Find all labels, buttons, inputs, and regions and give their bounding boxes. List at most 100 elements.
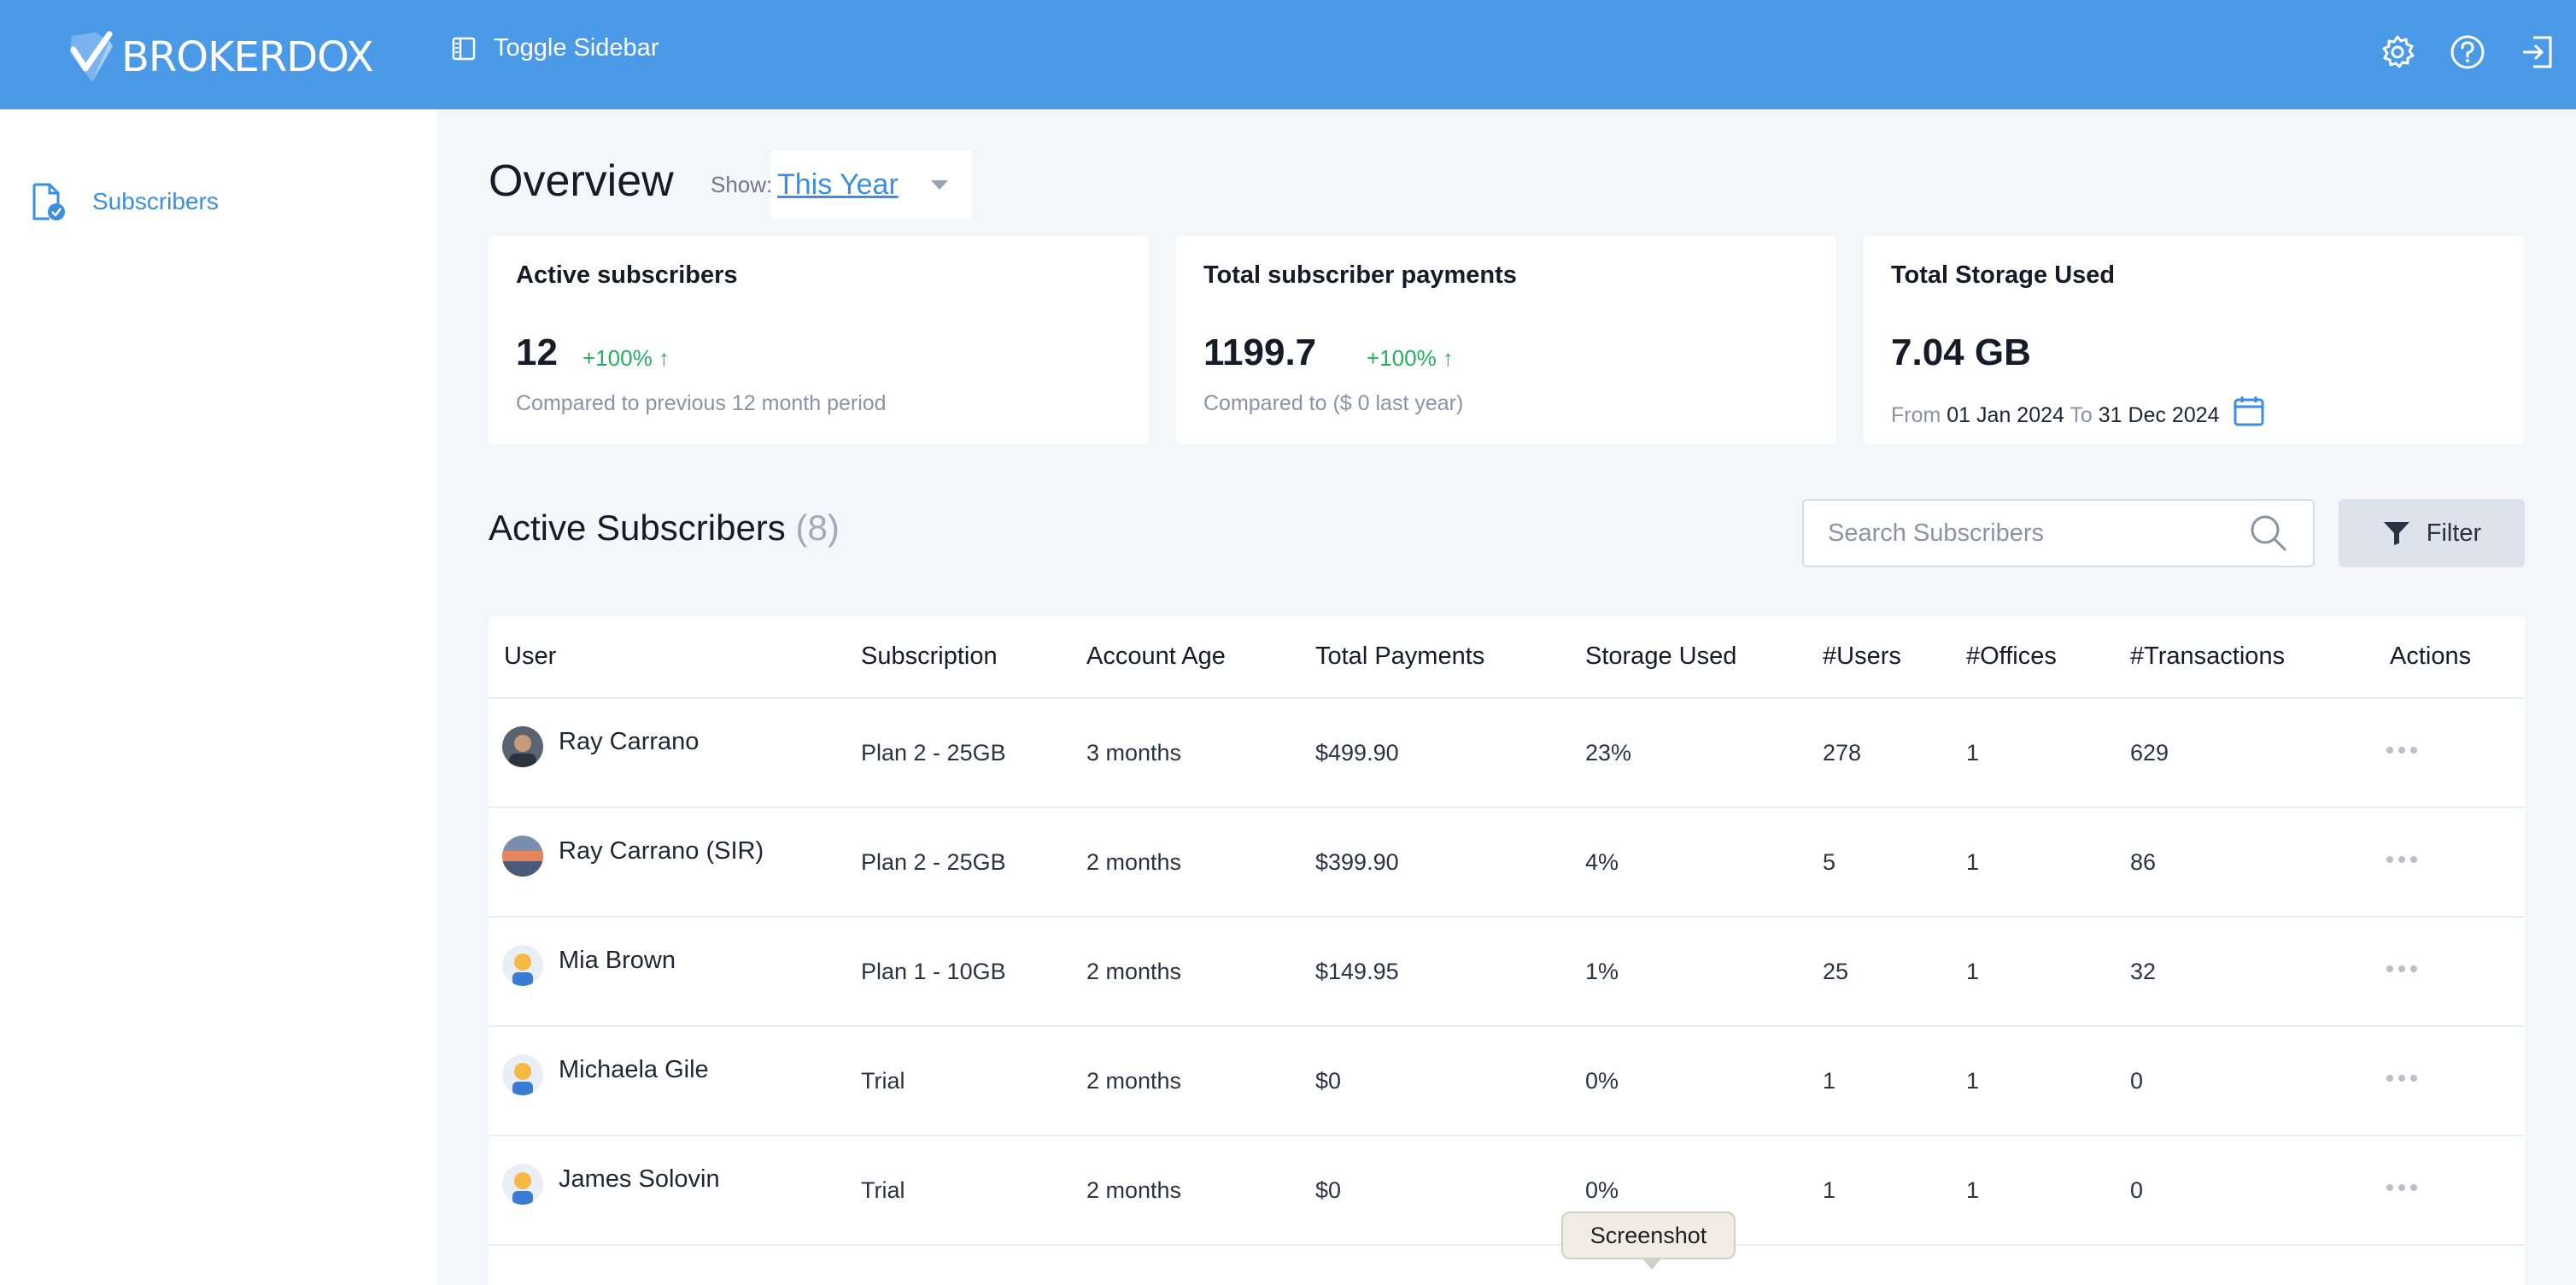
column-header: #Transactions [2130,642,2286,670]
account-age-cell: 3 months [1086,740,1182,766]
card-storage-used: Total Storage Used 7.04 GB From 01 Jan 2… [1864,236,2524,444]
page-title: Overview [489,156,674,206]
delta-badge: +100% ↑ [583,345,670,371]
period-select[interactable]: This Year [770,150,972,219]
toggle-sidebar-label: Toggle Sidebar [494,34,659,62]
table-header-row: User Subscription Account Age Total Paym… [489,617,2525,699]
storage-used-cell: 1% [1585,959,1619,984]
column-header: Storage Used [1585,642,1737,670]
table-row[interactable]: Ray Carrano Plan 2 - 25GB 3 months $499.… [489,699,2525,808]
total-payments-cell: $399.90 [1315,849,1399,875]
card-value: 7.04 GB [1891,332,2031,373]
storage-used-cell: 0% [1585,1177,1619,1203]
show-label: Show: [711,172,773,197]
chevron-down-icon [931,179,948,190]
transactions-cell: 0 [2130,1068,2144,1094]
column-header: #Users [1823,642,1901,670]
arrow-up-icon: ↑ [658,345,670,371]
users-cell: 5 [1823,849,1836,875]
users-cell: 1 [1823,1177,1836,1203]
column-header: Total Payments [1315,642,1485,670]
card-title: Total subscriber payments [1203,261,1517,289]
user-name[interactable]: Mia Brown [559,947,676,974]
subscriber-count: (8) [795,508,840,548]
delta-badge: +100% ↑ [1367,345,1454,371]
card-active-subscribers: Active subscribers 12 +100% ↑ Compared t… [489,236,1149,444]
users-cell: 278 [1823,740,1862,766]
sidebar-toggle-icon [452,37,476,60]
more-actions-icon[interactable] [2386,747,2417,754]
subscription-cell: Trial [861,1068,905,1094]
account-age-cell: 2 months [1086,959,1182,984]
avatar [502,836,543,877]
transactions-cell: 0 [2130,1177,2144,1203]
total-payments-cell: $149.95 [1315,959,1399,984]
more-actions-icon[interactable] [2386,1075,2417,1082]
toggle-sidebar-button[interactable]: Toggle Sidebar [451,34,659,62]
user-name[interactable]: Michaela Gile [559,1056,709,1083]
section-title: Active Subscribers (8) [489,508,840,548]
avatar [502,945,543,986]
logout-icon[interactable] [2518,32,2557,72]
card-subtext: Compared to ($ 0 last year) [1203,391,1464,415]
gear-icon[interactable] [2378,32,2417,72]
more-actions-icon[interactable] [2386,965,2417,972]
offices-cell: 1 [1966,1068,1980,1094]
users-cell: 1 [1823,1068,1836,1094]
top-bar: BROKERDOX Toggle Sidebar [0,0,2576,109]
brand-name: BROKERDOX [121,33,374,81]
more-actions-icon[interactable] [2386,856,2417,863]
search-icon[interactable] [2248,513,2289,554]
users-cell: 25 [1823,959,1849,984]
user-name[interactable]: Ray Carrano (SIR) [559,837,764,865]
transactions-cell: 86 [2130,849,2157,875]
table-row[interactable]: Michaela Gile Trial 2 months $0 0% 1 1 0 [489,1027,2525,1136]
search-box[interactable] [1802,499,2315,567]
sidebar-item-subscribers[interactable]: Subscribers [31,181,219,222]
help-icon[interactable] [2448,32,2487,72]
subscription-cell: Trial [861,1177,905,1203]
main-content: Overview Show: This Year Active subscrib… [437,109,2576,1285]
total-payments-cell: $499.90 [1315,740,1399,766]
table-row[interactable]: Mia Brown Plan 1 - 10GB 2 months $149.95… [489,918,2525,1027]
offices-cell: 1 [1966,849,1980,875]
filter-button[interactable]: Filter [2339,499,2525,567]
account-age-cell: 2 months [1086,1068,1182,1094]
total-payments-cell: $0 [1315,1177,1342,1203]
avatar [502,1054,543,1095]
table-row[interactable]: James Solovin Trial 2 months $0 0% 1 1 0 [489,1136,2525,1246]
more-actions-icon[interactable] [2386,1184,2417,1191]
subscription-cell: Plan 1 - 10GB [861,959,1006,984]
offices-cell: 1 [1966,740,1980,766]
sidebar-item-label: Subscribers [92,188,219,214]
subscribers-table: User Subscription Account Age Total Paym… [489,617,2525,1285]
document-check-icon [32,183,65,220]
user-name[interactable]: Ray Carrano [559,728,700,755]
column-header: Actions [2390,642,2472,670]
date-range: From 01 Jan 2024 To 31 Dec 2024 [1891,395,2265,428]
subscription-cell: Plan 2 - 25GB [861,849,1006,875]
storage-used-cell: 4% [1585,849,1619,875]
transactions-cell: 32 [2130,959,2157,984]
logo-icon [70,31,113,82]
column-header: Account Age [1086,642,1226,670]
calendar-icon[interactable] [2233,395,2265,427]
total-payments-cell: $0 [1315,1068,1342,1094]
screenshot-tooltip: Screenshot [1561,1212,1736,1270]
account-age-cell: 2 months [1086,849,1182,875]
card-subtext: Compared to previous 12 month period [516,391,887,415]
table-row[interactable]: Ray Carrano (SIR) Plan 2 - 25GB 2 months… [489,808,2525,918]
filter-icon [2383,522,2409,545]
period-value: This Year [777,167,899,201]
account-age-cell: 2 months [1086,1177,1182,1203]
subscription-cell: Plan 2 - 25GB [861,740,1006,766]
brand-logo[interactable]: BROKERDOX [67,29,374,85]
column-header: Subscription [861,642,998,670]
avatar [502,726,543,767]
offices-cell: 1 [1966,1177,1980,1203]
storage-used-cell: 23% [1585,740,1632,766]
transactions-cell: 629 [2130,740,2169,766]
user-name[interactable]: James Solovin [559,1165,720,1193]
search-input[interactable] [1828,519,2248,548]
card-total-payments: Total subscriber payments 1199.7 +100% ↑… [1176,236,1836,444]
